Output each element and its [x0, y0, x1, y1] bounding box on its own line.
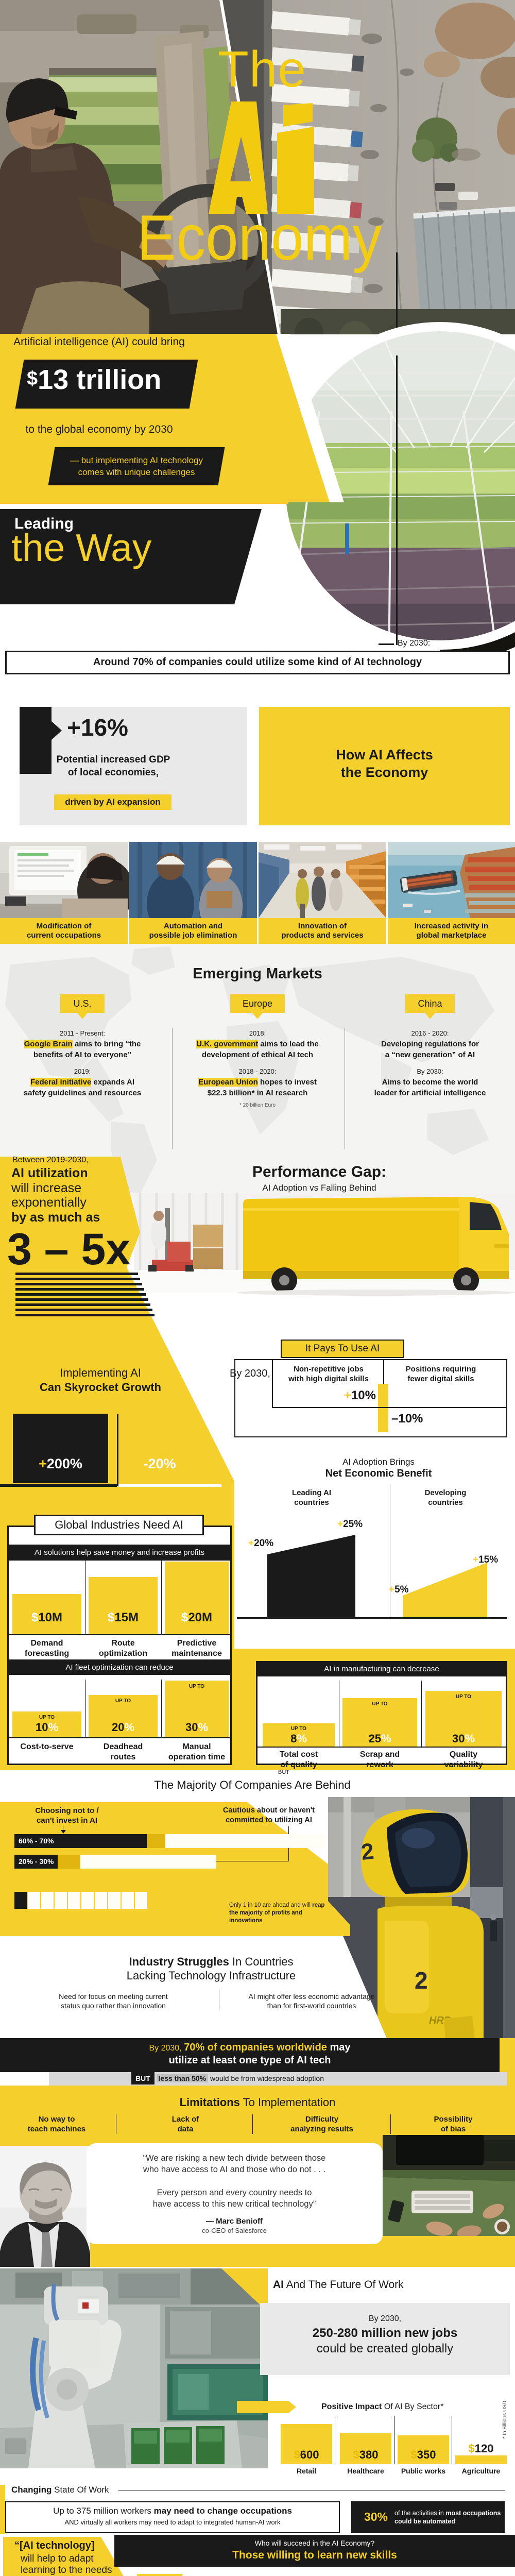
svg-text:2: 2	[415, 1967, 428, 1994]
svg-text:2: 2	[360, 1839, 375, 1865]
